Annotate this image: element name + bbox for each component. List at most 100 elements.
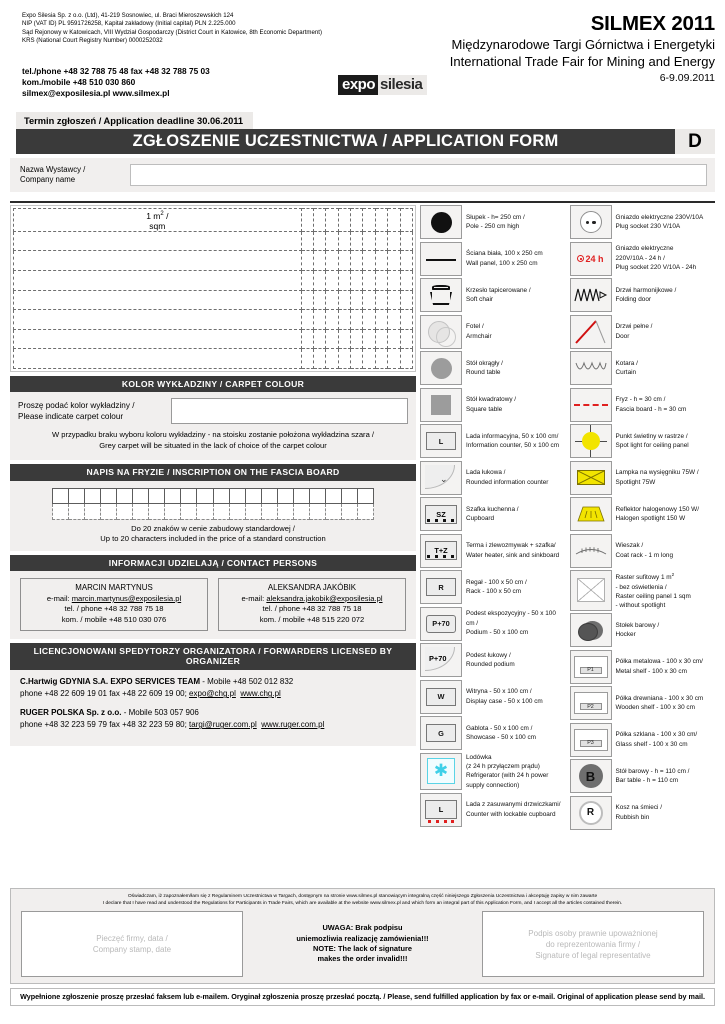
stand-grid-cell[interactable] [399, 270, 414, 291]
legend-item[interactable]: Drzwi harmonijkowe / Folding door [569, 278, 716, 312]
legend-item[interactable]: G Gablota - 50 x 100 cm / Showcase - 50 x … [420, 716, 566, 750]
fascia-char-box[interactable] [115, 488, 134, 505]
stand-grid-cell[interactable] [399, 230, 414, 252]
contact-email[interactable]: marcin.martynus@exposilesia.pl [71, 593, 182, 603]
legend-item[interactable]: SZ Szafka kuchenna / Cupboard [420, 497, 566, 531]
legend-item[interactable]: B Stół barowy - h = 110 cm / Bar table - h… [569, 759, 716, 794]
stand-grid-cell[interactable] [362, 289, 376, 311]
legend-item[interactable]: P+70 Podest łukowy / Rounded podium [420, 643, 566, 677]
fascia-char-box[interactable] [228, 488, 246, 505]
stand-grid-cell[interactable] [387, 348, 401, 369]
stand-grid-cell[interactable] [337, 270, 352, 291]
stand-grid-cell[interactable] [399, 309, 414, 330]
stand-grid-cell[interactable] [350, 348, 364, 369]
fascia-char-box[interactable] [164, 488, 182, 505]
legend-item[interactable]: Słupek - h= 250 cm / Pole - 250 cm high [420, 205, 566, 239]
stand-grid-cell[interactable] [374, 230, 389, 252]
stand-grid-cell[interactable] [325, 208, 339, 232]
stand-grid-cell[interactable] [362, 230, 376, 252]
stand-grid-cell-sqm-label[interactable]: 1 m2 /sqm [13, 208, 302, 232]
fascia-char-box[interactable] [357, 488, 375, 505]
stand-grid-cell[interactable] [312, 208, 327, 232]
stand-grid-cell[interactable] [312, 289, 327, 311]
stand-grid-cell[interactable] [387, 270, 401, 291]
stand-grid-cell[interactable] [362, 309, 376, 330]
stand-grid-cell[interactable] [387, 328, 401, 350]
stand-grid-cell[interactable] [312, 270, 327, 291]
stand-grid-cell[interactable] [374, 328, 389, 350]
fascia-char-box[interactable] [196, 488, 214, 505]
fascia-char-box[interactable] [148, 503, 166, 520]
stand-grid-cell[interactable] [337, 230, 352, 252]
legend-item[interactable]: Fotel / Armchair [420, 314, 566, 349]
legend-item[interactable]: L Lada informacyjna, 50 x 100 cm/Informat… [420, 424, 566, 458]
carpet-colour-input[interactable] [171, 398, 408, 425]
stand-grid-cell[interactable] [399, 328, 414, 350]
stand-grid-cell[interactable] [337, 250, 352, 272]
fascia-char-box[interactable] [132, 488, 150, 505]
stand-grid-cell[interactable] [374, 289, 389, 311]
stand-grid-cell[interactable] [337, 208, 352, 232]
legend-item[interactable]: P3 Półka szklana - 100 x 30 cm/Glass shel… [569, 722, 716, 757]
stand-grid-cell[interactable] [325, 230, 339, 252]
fascia-char-box[interactable] [67, 488, 85, 505]
contact-email[interactable]: aleksandra.jakobik@exposilesia.pl [266, 593, 383, 603]
legend-item[interactable]: ⌄ Lada łukowa / Rounded information counte… [420, 460, 566, 495]
legend-item[interactable]: Gniazdo elektryczne 230V/10A Plug socket … [569, 205, 716, 239]
stand-grid-cell[interactable] [350, 289, 364, 311]
stand-grid-cell[interactable] [325, 289, 339, 311]
stand-grid-cell[interactable] [300, 250, 315, 272]
stand-grid-cell[interactable] [312, 250, 327, 272]
legend-item[interactable]: Raster sufitowy 1 m2- bez oświetlenia / R… [569, 570, 716, 611]
legend-item[interactable]: P2 Półka drewniana - 100 x 30 cm Wooden sh… [569, 686, 716, 721]
fascia-char-box[interactable] [212, 488, 230, 505]
stand-grid-cell[interactable] [325, 309, 339, 330]
legend-item[interactable]: Drzwi pełne / Door [569, 314, 716, 349]
fascia-char-box[interactable] [51, 488, 69, 505]
stand-grid-cell[interactable] [300, 230, 315, 252]
stand-grid-cell[interactable] [374, 250, 389, 272]
legend-item[interactable]: Wieszak / Coat rack - 1 m long [569, 533, 716, 568]
legend-item[interactable]: T+Z Terma i zlewozmywak + szafka/Water he… [420, 533, 566, 568]
company-name-input[interactable] [130, 164, 707, 186]
stand-grid-cell[interactable] [362, 328, 376, 350]
stand-grid-cell[interactable] [13, 328, 302, 350]
stand-grid-cell[interactable] [350, 230, 364, 252]
stand-grid-cell[interactable] [13, 309, 302, 330]
stand-grid-cell[interactable] [362, 250, 376, 272]
fascia-char-box[interactable] [325, 503, 343, 520]
fascia-char-box[interactable] [244, 503, 262, 520]
legend-item[interactable]: ✱ Lodówka (z 24 h przyłączem prądu) Refrige… [420, 752, 566, 791]
fascia-char-box[interactable] [99, 488, 117, 505]
stand-grid-cell[interactable] [300, 328, 315, 350]
fascia-char-box[interactable] [292, 503, 311, 520]
fascia-character-boxes[interactable] [51, 488, 375, 520]
stand-grid-cell[interactable] [374, 309, 389, 330]
stand-grid-cell[interactable] [374, 270, 389, 291]
fascia-char-box[interactable] [83, 488, 101, 505]
stand-grid-cell[interactable] [13, 270, 302, 291]
stand-grid-cell[interactable] [312, 309, 327, 330]
stand-grid-cell[interactable] [387, 250, 401, 272]
stand-grid-cell[interactable] [337, 348, 352, 369]
fascia-char-box[interactable] [51, 503, 69, 520]
stand-grid-cell[interactable] [374, 208, 389, 232]
legal-signature-box[interactable]: Podpis osoby prawnie upoważnionej do rep… [482, 911, 704, 977]
fascia-char-box[interactable] [292, 488, 311, 505]
legend-item[interactable]: Punkt świetlny w rastrze / Spot light for… [569, 424, 716, 458]
fascia-char-box[interactable] [341, 503, 359, 520]
legend-item[interactable]: Stół kwadratowy / Square table [420, 387, 566, 422]
fascia-char-box[interactable] [83, 503, 101, 520]
stand-grid-cell[interactable] [350, 250, 364, 272]
legend-item[interactable]: Stół okrągły / Round table [420, 351, 566, 385]
stand-grid-cell[interactable] [399, 348, 414, 369]
stand-grid-cell[interactable] [312, 328, 327, 350]
stand-grid-cell[interactable] [325, 270, 339, 291]
forwarder-web[interactable]: www.chg.pl [240, 689, 281, 699]
stand-grid-cell[interactable] [300, 348, 315, 369]
stand-grid-cell[interactable] [337, 328, 352, 350]
stand-grid-cell[interactable] [350, 328, 364, 350]
stand-grid-cell[interactable] [312, 348, 327, 369]
fascia-char-box[interactable] [67, 503, 85, 520]
stand-grid-cell[interactable] [350, 270, 364, 291]
